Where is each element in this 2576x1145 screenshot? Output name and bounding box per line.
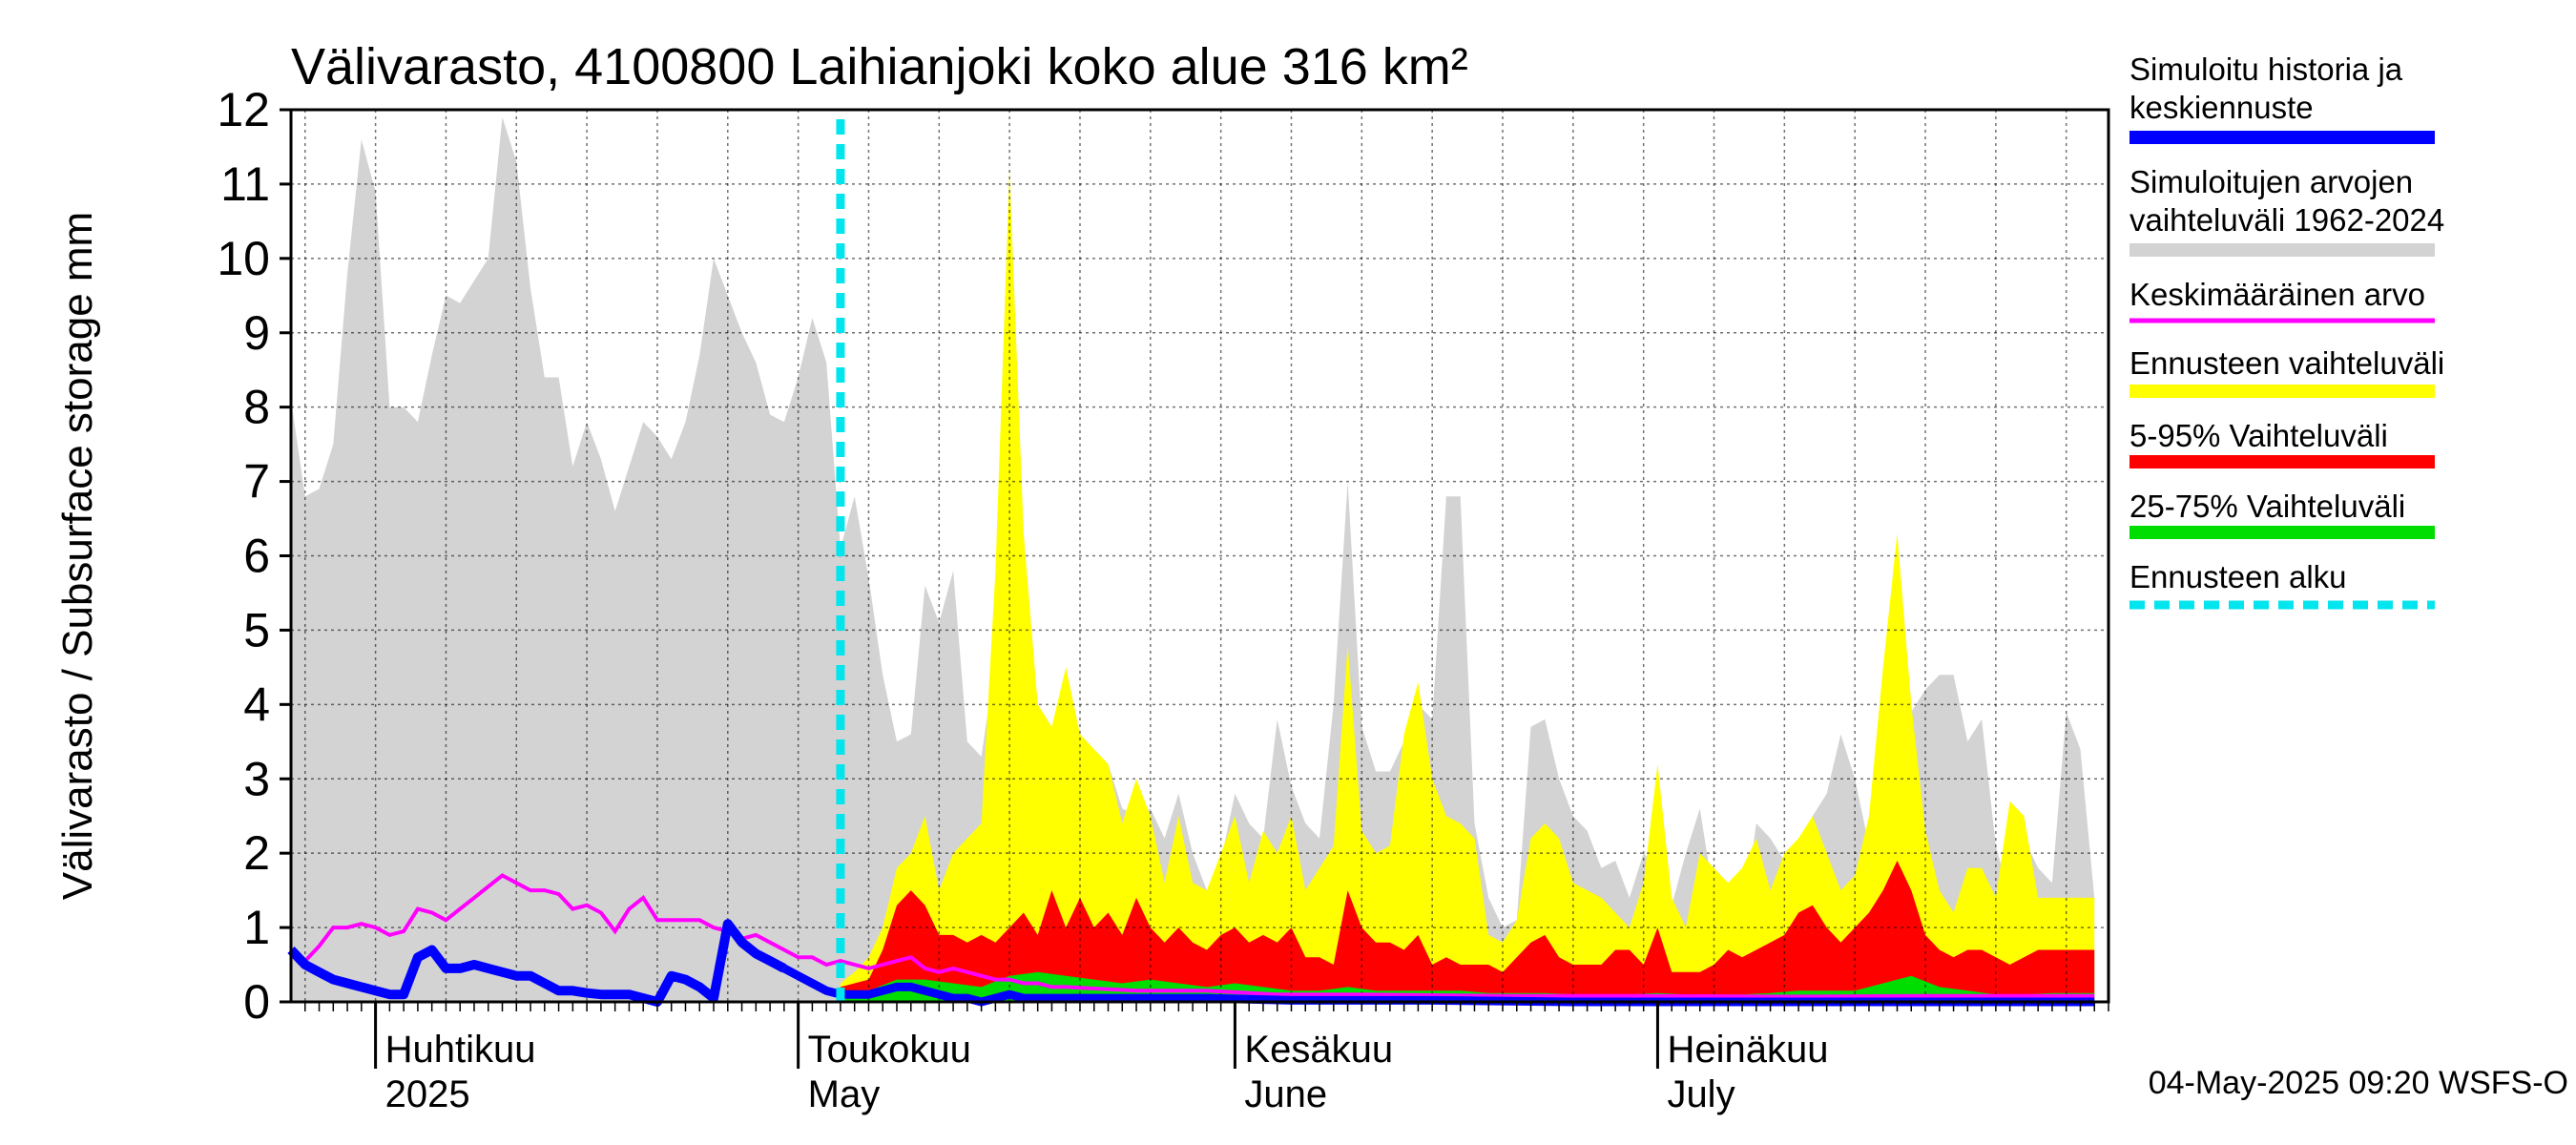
x-month-sublabel: 2025 [385, 1073, 470, 1115]
plot-area [287, 108, 2110, 1007]
chart-title: Välivarasto, 4100800 Laihianjoki koko al… [291, 38, 1468, 95]
x-month-sublabel: May [808, 1073, 881, 1115]
timestamp-label: 04-May-2025 09:20 WSFS-O [2149, 1065, 2568, 1101]
x-month-label: Huhtikuu [385, 1029, 536, 1071]
y-tick-label: 6 [243, 530, 270, 583]
x-month-sublabel: July [1667, 1073, 1735, 1115]
legend-label-line2: vaihteluväli 1962-2024 [2129, 202, 2444, 238]
y-tick-label: 5 [243, 603, 270, 656]
y-tick-label: 1 [243, 901, 270, 954]
y-tick-label: 8 [243, 381, 270, 434]
x-month-label: Heinäkuu [1667, 1029, 1828, 1071]
y-tick-label: 10 [217, 232, 270, 285]
legend: Simuloitu historia jakeskiennusteSimuloi… [2129, 52, 2444, 610]
y-tick-label: 2 [243, 826, 270, 880]
y-tick-label: 3 [243, 752, 270, 805]
legend-item-mean: Keskimääräinen arvo [2129, 277, 2435, 323]
grid-layer [291, 110, 2109, 1002]
y-tick-label: 4 [243, 677, 270, 731]
legend-label: 25-75% Vaihteluväli [2129, 489, 2405, 524]
simulated-range-layer [291, 116, 2095, 1003]
x-month-label: Kesäkuu [1244, 1029, 1393, 1071]
legend-label: Simuloitu historia ja [2129, 52, 2403, 87]
simulated-range-area [291, 116, 2095, 1003]
legend-label-line2: keskiennuste [2129, 90, 2314, 125]
legend-item-fc_range: Ennusteen vaihteluväli [2129, 345, 2444, 398]
p5-95-area [840, 861, 2095, 1002]
x-month-label: Toukokuu [808, 1029, 971, 1071]
legend-label: Keskimääräinen arvo [2129, 277, 2425, 312]
forecast-range-area [840, 169, 2095, 1003]
y-tick-label: 9 [243, 306, 270, 360]
x-month-sublabel: June [1244, 1073, 1327, 1115]
legend-label: Simuloitujen arvojen [2129, 164, 2413, 199]
y-axis-label: Välivarasto / Subsurface storage mm [54, 212, 101, 900]
y-tick-label: 7 [243, 455, 270, 509]
legend-label: Ennusteen vaihteluväli [2129, 345, 2444, 381]
y-tick-label: 12 [217, 83, 270, 136]
legend-label: Ennusteen alku [2129, 559, 2347, 594]
y-tick-label: 11 [220, 157, 270, 211]
legend-label: 5-95% Vaihteluväli [2129, 418, 2388, 453]
history-line [287, 919, 787, 1007]
y-tick-label: 0 [243, 975, 270, 1029]
legend-item-p25_75: 25-75% Vaihteluväli [2129, 489, 2435, 539]
legend-item-p5_95: 5-95% Vaihteluväli [2129, 418, 2435, 468]
legend-item-fc_start: Ennusteen alku [2129, 559, 2435, 610]
